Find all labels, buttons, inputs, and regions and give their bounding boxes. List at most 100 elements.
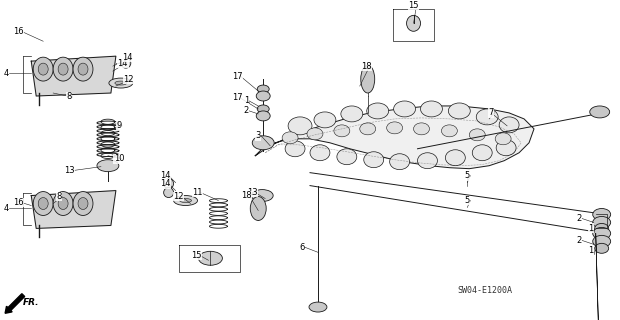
Ellipse shape	[445, 150, 465, 166]
Ellipse shape	[389, 154, 410, 170]
Ellipse shape	[285, 141, 305, 157]
Ellipse shape	[334, 125, 350, 137]
Ellipse shape	[73, 192, 93, 215]
Text: 16: 16	[13, 198, 24, 207]
Text: 6: 6	[299, 243, 304, 252]
Ellipse shape	[590, 106, 609, 118]
Ellipse shape	[257, 85, 269, 93]
Polygon shape	[31, 191, 116, 228]
Ellipse shape	[33, 57, 53, 81]
Polygon shape	[31, 56, 116, 96]
Ellipse shape	[420, 101, 443, 117]
Ellipse shape	[417, 153, 438, 169]
Ellipse shape	[109, 78, 133, 88]
Ellipse shape	[97, 160, 119, 172]
Text: 18: 18	[361, 62, 372, 71]
Text: 2: 2	[244, 107, 249, 116]
Ellipse shape	[595, 243, 609, 253]
Ellipse shape	[78, 197, 88, 210]
Text: 5: 5	[464, 171, 470, 180]
Ellipse shape	[394, 101, 415, 117]
Ellipse shape	[496, 140, 516, 156]
Ellipse shape	[314, 112, 336, 128]
Text: 10: 10	[113, 154, 124, 163]
Ellipse shape	[58, 197, 68, 210]
Ellipse shape	[310, 145, 330, 161]
Text: 17: 17	[232, 93, 242, 102]
Ellipse shape	[360, 123, 376, 135]
Text: 2: 2	[576, 214, 582, 223]
Text: 8: 8	[66, 92, 72, 101]
Ellipse shape	[78, 63, 88, 75]
Ellipse shape	[387, 122, 402, 134]
Text: 7: 7	[489, 108, 494, 117]
Text: 3: 3	[255, 131, 261, 140]
Text: 17: 17	[232, 72, 242, 81]
Ellipse shape	[337, 149, 356, 165]
Ellipse shape	[476, 109, 498, 125]
FancyArrow shape	[5, 294, 25, 313]
Text: 8: 8	[56, 192, 62, 201]
Ellipse shape	[361, 65, 374, 93]
Ellipse shape	[198, 251, 223, 265]
Ellipse shape	[407, 15, 420, 31]
Ellipse shape	[307, 128, 323, 140]
Ellipse shape	[115, 81, 127, 85]
Ellipse shape	[593, 228, 611, 239]
Ellipse shape	[174, 196, 198, 205]
Ellipse shape	[53, 192, 73, 215]
Text: 14: 14	[118, 59, 128, 68]
Ellipse shape	[472, 145, 492, 161]
Ellipse shape	[367, 103, 389, 119]
Text: 4: 4	[4, 68, 9, 78]
Text: 1: 1	[588, 246, 593, 255]
Ellipse shape	[73, 57, 93, 81]
Text: FR.: FR.	[24, 298, 40, 307]
Ellipse shape	[33, 192, 53, 215]
Ellipse shape	[58, 63, 68, 75]
Ellipse shape	[250, 196, 266, 220]
Text: 13: 13	[247, 188, 257, 197]
Text: 9: 9	[116, 121, 122, 130]
Ellipse shape	[288, 117, 312, 135]
Ellipse shape	[38, 197, 48, 210]
Ellipse shape	[593, 216, 611, 228]
Text: 2: 2	[576, 236, 582, 245]
Text: 14: 14	[123, 53, 133, 62]
Ellipse shape	[441, 125, 458, 137]
Text: 11: 11	[192, 188, 203, 197]
Text: 5: 5	[464, 196, 470, 205]
Text: 15: 15	[191, 251, 202, 260]
Text: 15: 15	[409, 1, 419, 10]
Ellipse shape	[256, 91, 270, 101]
Ellipse shape	[180, 198, 192, 203]
Text: SW04-E1200A: SW04-E1200A	[458, 286, 512, 295]
Text: 14: 14	[161, 171, 171, 180]
Ellipse shape	[53, 57, 73, 81]
Ellipse shape	[593, 209, 611, 220]
Ellipse shape	[164, 179, 174, 188]
Ellipse shape	[499, 117, 519, 133]
Text: 16: 16	[13, 27, 24, 36]
Ellipse shape	[469, 129, 485, 141]
Text: 12: 12	[174, 192, 184, 201]
Text: 12: 12	[123, 75, 134, 84]
Text: 18: 18	[241, 191, 252, 200]
Ellipse shape	[256, 111, 270, 121]
Ellipse shape	[364, 152, 384, 168]
Ellipse shape	[282, 132, 298, 144]
Polygon shape	[255, 106, 534, 169]
Ellipse shape	[414, 123, 430, 135]
Text: 14: 14	[161, 179, 171, 188]
Ellipse shape	[595, 223, 609, 233]
Text: 4: 4	[4, 204, 9, 213]
Ellipse shape	[495, 133, 511, 145]
Ellipse shape	[341, 106, 363, 122]
Ellipse shape	[593, 236, 611, 247]
Text: 1: 1	[588, 224, 593, 233]
Ellipse shape	[121, 58, 131, 68]
Ellipse shape	[309, 302, 327, 312]
Ellipse shape	[257, 105, 269, 113]
Text: 13: 13	[64, 166, 74, 175]
Ellipse shape	[38, 63, 48, 75]
